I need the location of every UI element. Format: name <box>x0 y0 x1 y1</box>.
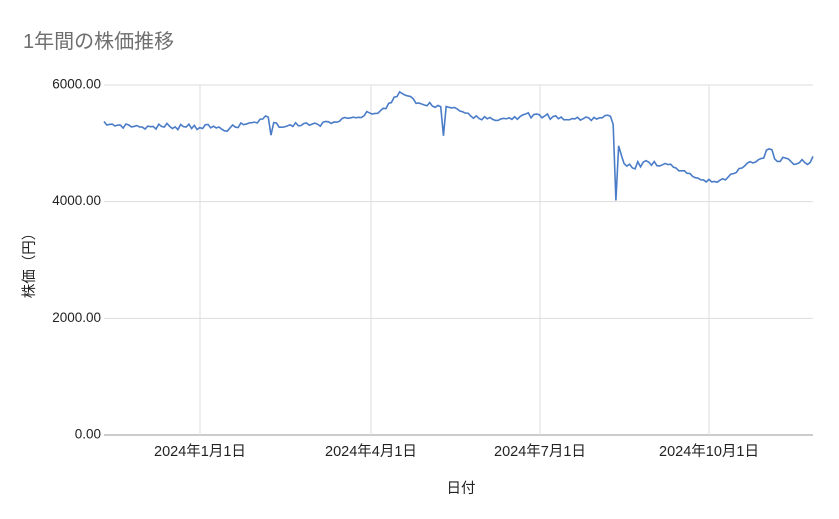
svg-text:2024年10月1日: 2024年10月1日 <box>659 443 759 460</box>
svg-text:2024年4月1日: 2024年4月1日 <box>325 443 417 460</box>
svg-text:2024年1月1日: 2024年1月1日 <box>154 443 246 460</box>
svg-text:2024年7月1日: 2024年7月1日 <box>494 443 586 460</box>
svg-text:株価（円）: 株価（円） <box>21 226 38 299</box>
svg-text:6000.00: 6000.00 <box>52 77 101 92</box>
svg-text:2000.00: 2000.00 <box>52 310 101 325</box>
svg-text:0.00: 0.00 <box>75 427 101 442</box>
svg-text:4000.00: 4000.00 <box>52 193 101 208</box>
svg-text:日付: 日付 <box>447 480 476 497</box>
